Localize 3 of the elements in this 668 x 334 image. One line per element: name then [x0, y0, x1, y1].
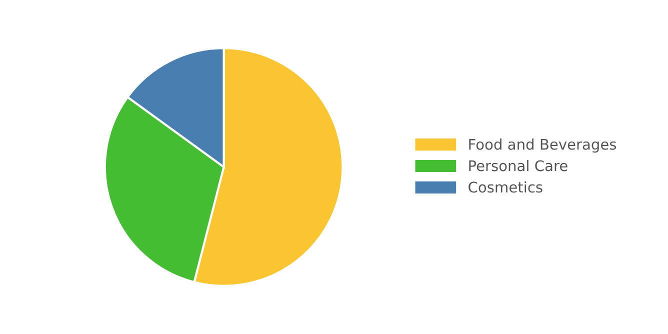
legend-label: Personal Care: [469, 160, 568, 172]
legend-label: Food and Beverages: [469, 138, 616, 153]
legend-label: Cosmetics: [468, 181, 542, 193]
